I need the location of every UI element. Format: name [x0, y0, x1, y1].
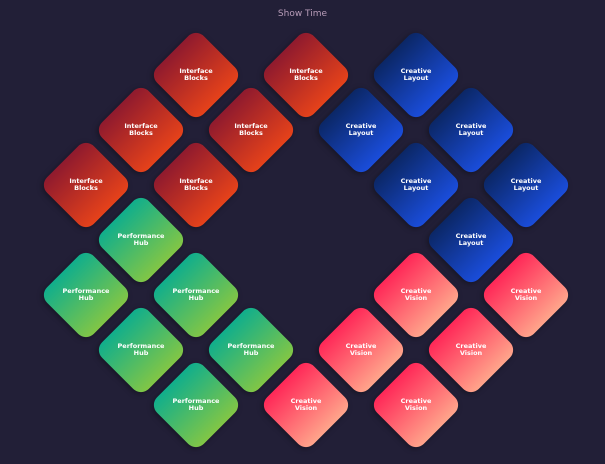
- label-line: Creative: [510, 286, 542, 295]
- tile-label: Creative Layout: [481, 176, 571, 193]
- label-line: Creative: [290, 396, 322, 405]
- label-line: Performance: [172, 286, 220, 295]
- label-line: Interface: [124, 121, 158, 130]
- label-line: Blocks: [239, 129, 263, 137]
- label-line: Performance: [172, 396, 220, 405]
- label-line: Vision: [404, 404, 428, 412]
- tile-label: Creative Layout: [426, 231, 516, 248]
- label-line: Vision: [294, 404, 318, 412]
- label-line: Performance: [227, 341, 275, 350]
- label-line: Creative: [455, 121, 487, 130]
- tile-label: Creative Layout: [316, 121, 406, 138]
- label-line: Performance: [117, 341, 165, 350]
- tile-label: Creative Vision: [371, 396, 461, 413]
- tile-label: Creative Layout: [426, 121, 516, 138]
- label-line: Creative: [400, 66, 432, 75]
- tile-label: Creative Vision: [316, 341, 406, 358]
- tile-label: Creative Layout: [371, 66, 461, 83]
- tile-label: Interface Blocks: [151, 66, 241, 83]
- tile-label: Performance Hub: [96, 341, 186, 358]
- label-line: Hub: [133, 239, 149, 247]
- label-line: Layout: [458, 239, 484, 247]
- label-line: Creative: [455, 341, 487, 350]
- tile-label: Performance Hub: [96, 231, 186, 248]
- label-line: Layout: [403, 74, 429, 82]
- label-line: Hub: [188, 404, 204, 412]
- label-line: Hub: [243, 349, 259, 357]
- label-line: Creative: [455, 231, 487, 240]
- label-line: Hub: [133, 349, 149, 357]
- tile-label: Interface Blocks: [41, 176, 131, 193]
- label-line: Interface: [234, 121, 268, 130]
- label-line: Creative: [400, 286, 432, 295]
- label-line: Interface: [179, 66, 213, 75]
- tile-label: Creative Vision: [371, 286, 461, 303]
- tile-label: Creative Layout: [371, 176, 461, 193]
- tile-label: Performance Hub: [151, 396, 241, 413]
- label-line: Vision: [459, 349, 483, 357]
- tile-label: Performance Hub: [41, 286, 131, 303]
- tile-label: Interface Blocks: [151, 176, 241, 193]
- label-line: Performance: [62, 286, 110, 295]
- tile-label: Creative Vision: [481, 286, 571, 303]
- tile-label: Interface Blocks: [96, 121, 186, 138]
- label-line: Interface: [179, 176, 213, 185]
- label-line: Layout: [458, 129, 484, 137]
- label-line: Performance: [117, 231, 165, 240]
- label-line: Interface: [289, 66, 323, 75]
- label-line: Vision: [349, 349, 373, 357]
- label-line: Vision: [404, 294, 428, 302]
- label-line: Hub: [188, 294, 204, 302]
- label-line: Creative: [345, 341, 377, 350]
- label-line: Layout: [403, 184, 429, 192]
- label-line: Hub: [78, 294, 94, 302]
- label-line: Creative: [400, 396, 432, 405]
- label-line: Layout: [513, 184, 539, 192]
- page-title: Show Time: [277, 9, 328, 19]
- tile-label: Interface Blocks: [206, 121, 296, 138]
- tile-label: Creative Vision: [426, 341, 516, 358]
- label-line: Vision: [514, 294, 538, 302]
- label-line: Creative: [510, 176, 542, 185]
- label-line: Interface: [69, 176, 103, 185]
- label-line: Blocks: [74, 184, 98, 192]
- label-line: Blocks: [184, 74, 208, 82]
- tile-label: Interface Blocks: [261, 66, 351, 83]
- label-line: Creative: [400, 176, 432, 185]
- label-line: Layout: [348, 129, 374, 137]
- label-line: Blocks: [294, 74, 318, 82]
- label-line: Blocks: [129, 129, 153, 137]
- tile-label: Creative Vision: [261, 396, 351, 413]
- tile-label: Performance Hub: [206, 341, 296, 358]
- tile-label: Performance Hub: [151, 286, 241, 303]
- label-line: Blocks: [184, 184, 208, 192]
- label-line: Creative: [345, 121, 377, 130]
